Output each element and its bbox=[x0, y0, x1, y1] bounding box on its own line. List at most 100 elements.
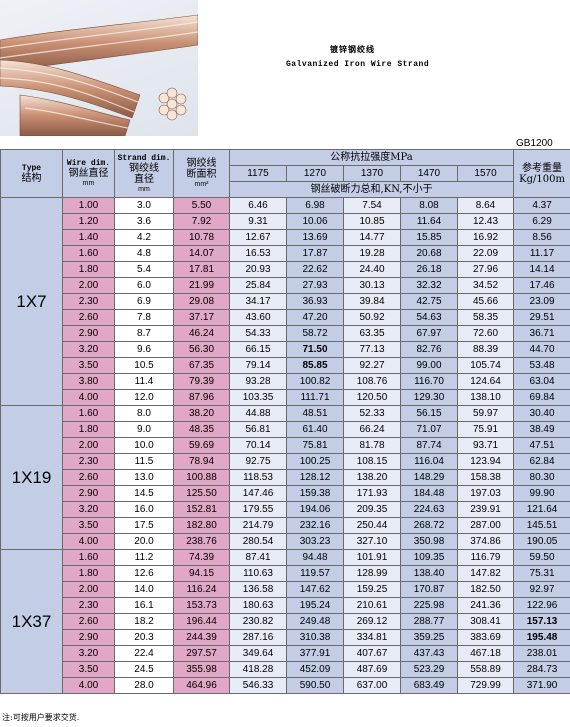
table-cell: 17.81 bbox=[173, 261, 230, 278]
table-cell: 147.82 bbox=[456, 565, 515, 582]
table-cell: 88.39 bbox=[456, 341, 515, 358]
table-cell: 147.62 bbox=[286, 581, 344, 598]
table-cell: 92.97 bbox=[513, 581, 570, 598]
table-row: 3.20 16.0 152.81 179.55 194.06 209.35 224.63 23… bbox=[1, 501, 570, 518]
table-cell: 125.50 bbox=[173, 485, 230, 502]
table-cell: 70.14 bbox=[229, 437, 287, 454]
table-cell: 11.64 bbox=[400, 213, 458, 230]
table-cell: 16.53 bbox=[229, 245, 287, 262]
table-cell: 138.20 bbox=[343, 469, 401, 486]
table-cell: 13.69 bbox=[286, 229, 344, 246]
grade-1570: 1570 bbox=[456, 165, 515, 182]
table-cell: 145.51 bbox=[513, 517, 570, 534]
table-cell: 1.20 bbox=[62, 213, 115, 230]
table-cell: 350.98 bbox=[400, 533, 458, 550]
table-cell: 48.51 bbox=[286, 405, 344, 422]
table-cell: 4.00 bbox=[62, 533, 115, 550]
table-cell: 2.00 bbox=[62, 581, 115, 598]
table-cell: 92.27 bbox=[343, 357, 401, 374]
table-cell: 196.44 bbox=[173, 613, 230, 630]
table-cell: 87.96 bbox=[173, 389, 230, 406]
header-strand-dim: Strand dim. 钢绞线 直径 mm bbox=[114, 149, 174, 198]
table-cell: 67.97 bbox=[400, 325, 458, 342]
table-cell: 72.60 bbox=[456, 325, 515, 342]
table-cell: 3.50 bbox=[62, 661, 115, 678]
table-cell: 8.0 bbox=[114, 405, 174, 422]
table-cell: 58.35 bbox=[456, 309, 515, 326]
table-cell: 8.7 bbox=[114, 325, 174, 342]
table-cell: 238.76 bbox=[173, 533, 230, 550]
table-cell: 24.40 bbox=[343, 261, 401, 278]
product-title-en: Galvanized Iron Wire Strand bbox=[286, 60, 430, 69]
table-cell: 79.39 bbox=[173, 373, 230, 390]
table-cell: 74.39 bbox=[173, 549, 230, 566]
table-cell: 34.52 bbox=[456, 277, 515, 294]
table-cell: 3.20 bbox=[62, 501, 115, 518]
table-cell: 6.0 bbox=[114, 277, 174, 294]
table-cell: 288.77 bbox=[400, 613, 458, 630]
table-cell: 452.09 bbox=[286, 661, 344, 678]
table-cell: 39.84 bbox=[343, 293, 401, 310]
table-cell: 558.89 bbox=[456, 661, 515, 678]
table-cell: 230.82 bbox=[229, 613, 287, 630]
table-cell: 190.05 bbox=[513, 533, 570, 550]
table-row: 2.00 10.0 59.69 70.14 75.81 81.78 87.74 93.71 47… bbox=[1, 437, 570, 454]
table-cell: 103.35 bbox=[229, 389, 287, 406]
table-cell: 238.01 bbox=[513, 645, 570, 662]
table-cell: 1.40 bbox=[62, 229, 115, 246]
table-cell: 17.46 bbox=[513, 277, 570, 294]
table-cell: 128.99 bbox=[343, 565, 401, 582]
table-cell: 14.5 bbox=[114, 485, 174, 502]
table-cell: 12.43 bbox=[456, 213, 515, 230]
table-cell: 75.81 bbox=[286, 437, 344, 454]
table-cell: 18.2 bbox=[114, 613, 174, 630]
table-cell: 19.28 bbox=[343, 245, 401, 262]
table-row: 2.00 6.0 21.99 25.84 27.93 30.13 32.32 34.52 17.… bbox=[1, 277, 570, 294]
table-cell: 371.90 bbox=[513, 677, 570, 694]
table-cell: 14.07 bbox=[173, 245, 230, 262]
table-cell: 3.20 bbox=[62, 341, 115, 358]
table-cell: 2.60 bbox=[62, 469, 115, 486]
table-row: 3.50 24.5 355.98 418.28 452.09 487.69 523.29 55… bbox=[1, 661, 570, 678]
table-cell: 12.6 bbox=[114, 565, 174, 582]
table-cell: 437.43 bbox=[400, 645, 458, 662]
table-cell: 6.46 bbox=[229, 197, 287, 214]
structure-type-cell: 1X19 bbox=[0, 405, 63, 550]
table-cell: 59.69 bbox=[173, 437, 230, 454]
standard-code: GB1200 bbox=[516, 138, 553, 149]
table-cell: 116.24 bbox=[173, 581, 230, 598]
header-reference-weight: 参考重量 Kg/100m bbox=[513, 149, 570, 198]
table-cell: 250.44 bbox=[343, 517, 401, 534]
table-cell: 284.73 bbox=[513, 661, 570, 678]
table-row: 2.00 14.0 116.24 136.58 147.62 159.25 170.87 18… bbox=[1, 581, 570, 598]
table-row: 2.90 20.3 244.39 287.16 310.38 334.81 359.25 38… bbox=[1, 629, 570, 646]
table-cell: 20.0 bbox=[114, 533, 174, 550]
table-cell: 3.0 bbox=[114, 197, 174, 214]
table-cell: 11.5 bbox=[114, 453, 174, 470]
table-cell: 14.77 bbox=[343, 229, 401, 246]
table-cell: 5.4 bbox=[114, 261, 174, 278]
table-cell: 1.60 bbox=[62, 549, 115, 566]
table-cell: 34.17 bbox=[229, 293, 287, 310]
table-cell: 182.80 bbox=[173, 517, 230, 534]
table-cell: 43.60 bbox=[229, 309, 287, 326]
table-cell: 157.13 bbox=[513, 613, 570, 630]
table-cell: 22.09 bbox=[456, 245, 515, 262]
table-row: 1X7 1.00 3.0 5.50 6.46 6.98 7.54 8.08 8.64 4.37 bbox=[0, 197, 570, 406]
table-cell: 1.60 bbox=[62, 245, 115, 262]
table-cell: 67.35 bbox=[173, 357, 230, 374]
table-row: 3.50 10.5 67.35 79.14 85.85 92.27 99.00 105.74 5… bbox=[1, 357, 570, 374]
table-cell: 171.93 bbox=[343, 485, 401, 502]
table-cell: 82.76 bbox=[400, 341, 458, 358]
table-cell: 180.63 bbox=[229, 597, 287, 614]
table-cell: 2.90 bbox=[62, 629, 115, 646]
table-cell: 232.16 bbox=[286, 517, 344, 534]
table-row: 2.30 6.9 29.08 34.17 36.93 39.84 42.75 45.66 23.… bbox=[1, 293, 570, 310]
table-cell: 269.12 bbox=[343, 613, 401, 630]
header-wire-dim: Wire dim. 钢丝直径 mm bbox=[62, 149, 115, 198]
table-cell: 47.20 bbox=[286, 309, 344, 326]
table-cell: 239.91 bbox=[456, 501, 515, 518]
table-cell: 224.63 bbox=[400, 501, 458, 518]
table-row: 2.30 16.1 153.73 180.63 195.24 210.61 225.98 24… bbox=[1, 597, 570, 614]
table-cell: 9.31 bbox=[229, 213, 287, 230]
